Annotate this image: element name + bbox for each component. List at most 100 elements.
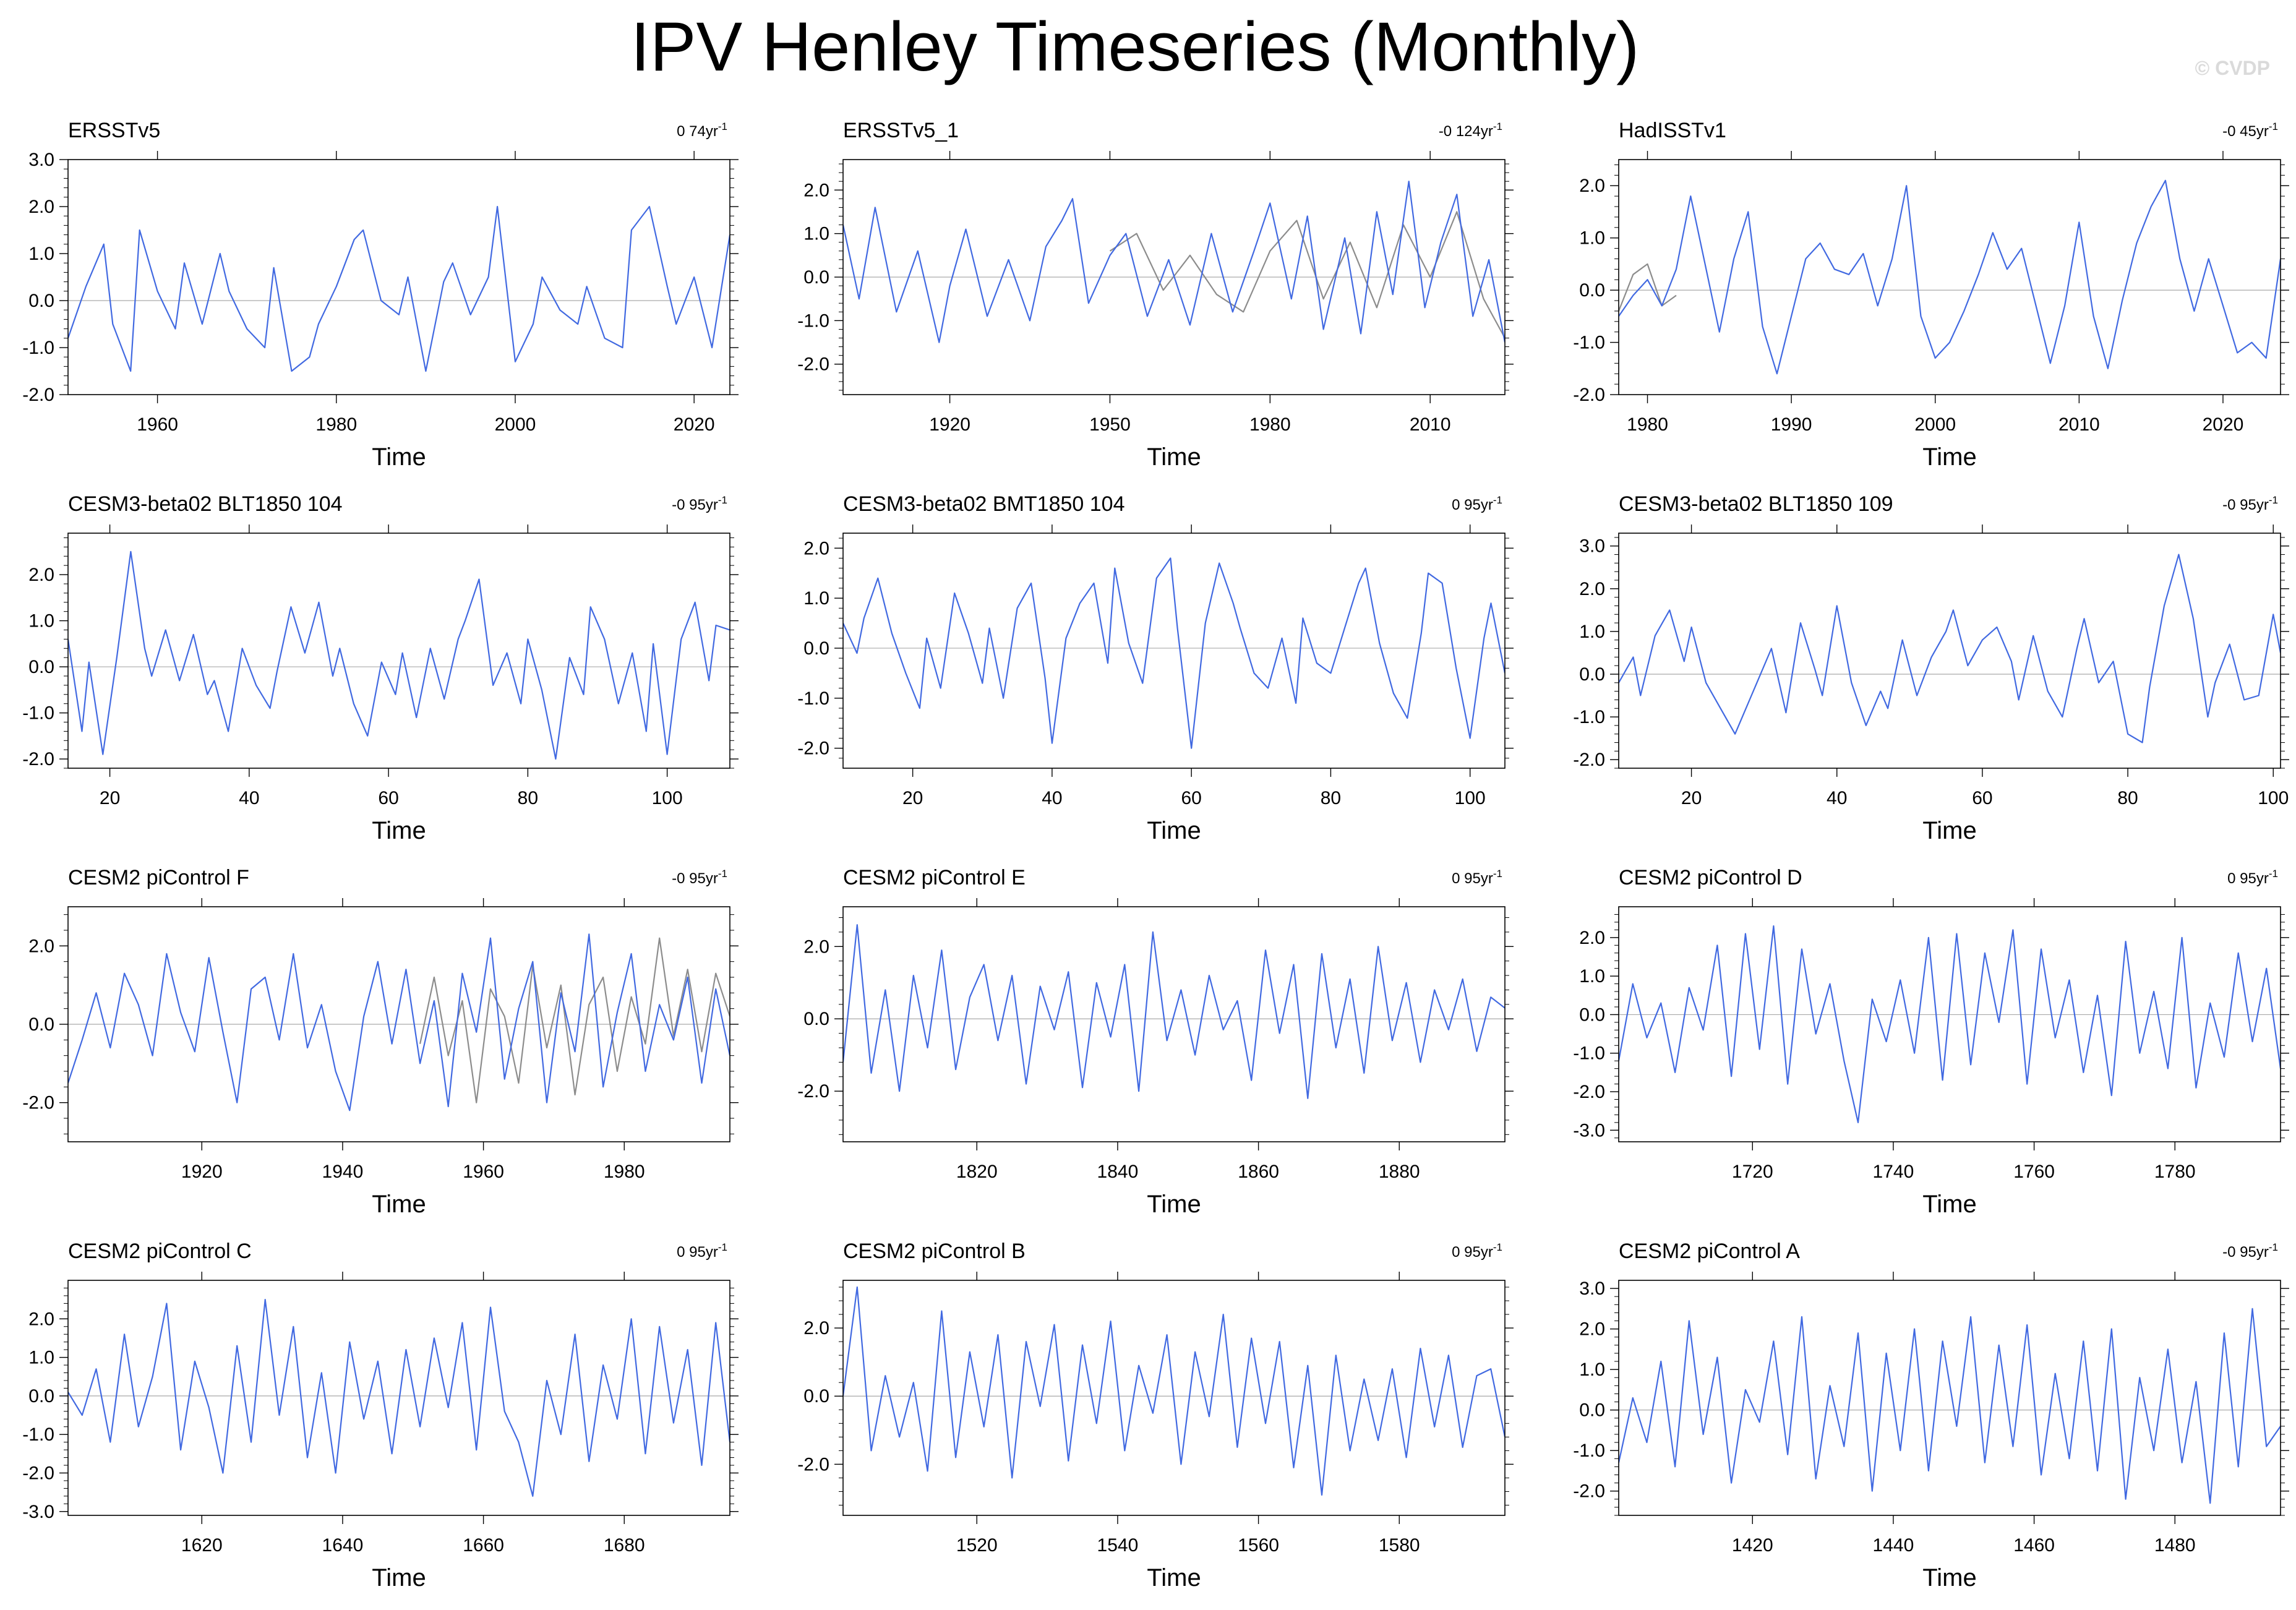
y-tick-label: -1.0 [22, 338, 54, 358]
trend-exponent: -1 [1493, 868, 1502, 880]
panel-title: CESM3-beta02 BMT1850 104 [843, 492, 1124, 516]
y-tick-label: 0.0 [1579, 1004, 1605, 1025]
x-tick-label: 60 [378, 788, 398, 808]
x-tick-label: 1620 [181, 1535, 223, 1556]
y-tick-label: -3.0 [22, 1502, 54, 1522]
y-tick-label: 2.0 [1579, 1319, 1605, 1340]
x-tick-label: 1480 [2154, 1535, 2196, 1556]
trend-label: -0 124yr-1 [1439, 121, 1502, 140]
y-tick-label: 2.0 [28, 197, 54, 217]
chart-panel: HadISSTv1 -0 45yr-1 1980 1990 2000 2010 2020 -2… [1573, 119, 2289, 471]
series-line [68, 1299, 730, 1497]
trend-label: -0 95yr-1 [672, 494, 727, 513]
x-tick-label: 1740 [1873, 1162, 1914, 1182]
x-tick-label: 1780 [2154, 1162, 2196, 1182]
x-axis-label: Time [372, 443, 426, 471]
series-line [1109, 211, 1505, 339]
panel-title: ERSSTv5_1 [843, 119, 959, 142]
y-tick-label: 3.0 [1579, 536, 1605, 557]
trend-label: -0 45yr-1 [2222, 121, 2278, 140]
x-tick-label: 60 [1181, 788, 1201, 808]
series-line [843, 924, 1505, 1099]
chart-panel: CESM2 piControl D 0 95yr-1 1720 1740 1760 178… [1573, 866, 2289, 1218]
y-tick-label: -1.0 [1573, 1441, 1605, 1461]
x-tick-label: 1460 [2013, 1535, 2055, 1556]
panel-title: CESM2 piControl F [68, 866, 249, 889]
trend-unit: yr [1481, 870, 1493, 887]
y-tick-label: 0.0 [1579, 1400, 1605, 1421]
x-tick-label: 1980 [1249, 414, 1291, 435]
panel-title: CESM3-beta02 BLT1850 104 [68, 492, 343, 516]
y-tick-label: 2.0 [1579, 579, 1605, 599]
x-axis-label: Time [1147, 1564, 1201, 1591]
trend-unit: yr [2256, 870, 2269, 887]
y-tick-label: 0.0 [28, 1014, 54, 1035]
panel-title: CESM2 piControl D [1619, 866, 1802, 889]
y-tick-label: -2.0 [797, 1081, 829, 1102]
trend-value: -0 95 [672, 497, 706, 513]
y-tick-label: 0.0 [28, 1386, 54, 1407]
y-tick-label: 1.0 [28, 1348, 54, 1368]
trend-value: 0 95 [1452, 870, 1481, 887]
chart-panel: CESM3-beta02 BLT1850 109 -0 95yr-1 20 40 60 8… [1573, 492, 2289, 844]
y-tick-label: -2.0 [22, 385, 54, 405]
series-line [419, 937, 730, 1103]
page-title: IPV Henley Timeseries (Monthly) [630, 8, 1640, 85]
x-tick-label: 20 [902, 788, 923, 808]
plot-frame [1618, 906, 2281, 1142]
trend-unit: yr [2256, 123, 2269, 140]
x-tick-label: 40 [1827, 788, 1847, 808]
x-tick-label: 1560 [1238, 1535, 1279, 1556]
x-tick-label: 2000 [1914, 414, 1956, 435]
trend-value: 0 95 [677, 1244, 706, 1261]
chart-panel: CESM2 piControl E 0 95yr-1 1820 1840 1860 188… [797, 866, 1514, 1218]
y-tick-label: 1.0 [1579, 622, 1605, 642]
trend-label: -0 95yr-1 [672, 868, 727, 887]
series-line [843, 557, 1505, 749]
chart-panel: CESM2 piControl C 0 95yr-1 1620 1640 1660 168… [22, 1240, 739, 1591]
panel-title: ERSSTv5 [68, 119, 160, 142]
y-tick-label: -1.0 [797, 688, 829, 709]
x-tick-label: 2010 [1410, 414, 1451, 435]
panel-title: HadISSTv1 [1619, 119, 1726, 142]
x-tick-label: 2020 [674, 414, 715, 435]
series-line [68, 933, 730, 1111]
x-tick-label: 80 [1321, 788, 1341, 808]
y-tick-label: 0.0 [803, 267, 829, 288]
y-tick-label: 2.0 [28, 565, 54, 585]
x-tick-label: 20 [1681, 788, 1702, 808]
trend-label: -0 95yr-1 [2222, 1241, 2278, 1261]
plot-frame [67, 1280, 730, 1516]
trend-unit: yr [706, 870, 718, 887]
x-axis-label: Time [1922, 817, 1976, 844]
copyright-watermark: © CVDP [2195, 57, 2270, 79]
y-tick-label: -3.0 [1573, 1120, 1605, 1141]
y-tick-label: 2.0 [803, 1318, 829, 1338]
trend-unit: yr [1481, 1244, 1493, 1261]
trend-value: -0 95 [672, 870, 706, 887]
y-tick-label: -1.0 [22, 1424, 54, 1445]
x-tick-label: 40 [1042, 788, 1062, 808]
y-tick-label: 1.0 [1579, 228, 1605, 249]
x-tick-label: 1720 [1732, 1162, 1773, 1182]
y-tick-label: 1.0 [28, 244, 54, 264]
trend-exponent: -1 [1493, 1241, 1502, 1253]
chart-panel: ERSSTv5 0 74yr-1 1960 1980 2000 2020 -2.0 -1.0 0… [22, 119, 739, 471]
trend-exponent: -1 [718, 494, 727, 506]
x-axis-label: Time [372, 1191, 426, 1218]
trend-value: 0 95 [1452, 497, 1481, 513]
trend-exponent: -1 [1493, 121, 1502, 132]
x-tick-label: 100 [2258, 788, 2289, 808]
x-tick-label: 80 [518, 788, 538, 808]
trend-value: 0 95 [2227, 870, 2256, 887]
panel-title: CESM2 piControl A [1619, 1240, 1800, 1263]
x-tick-label: 60 [1972, 788, 1992, 808]
y-tick-label: 0.0 [28, 657, 54, 677]
x-tick-label: 2010 [2058, 414, 2100, 435]
x-tick-label: 1520 [956, 1535, 998, 1556]
series-line [1619, 925, 2281, 1124]
y-tick-label: -2.0 [22, 1463, 54, 1483]
trend-label: 0 74yr-1 [677, 121, 727, 140]
chart-panel: CESM2 piControl B 0 95yr-1 1520 1540 1560 158… [797, 1240, 1514, 1591]
plot-frame [842, 906, 1506, 1142]
